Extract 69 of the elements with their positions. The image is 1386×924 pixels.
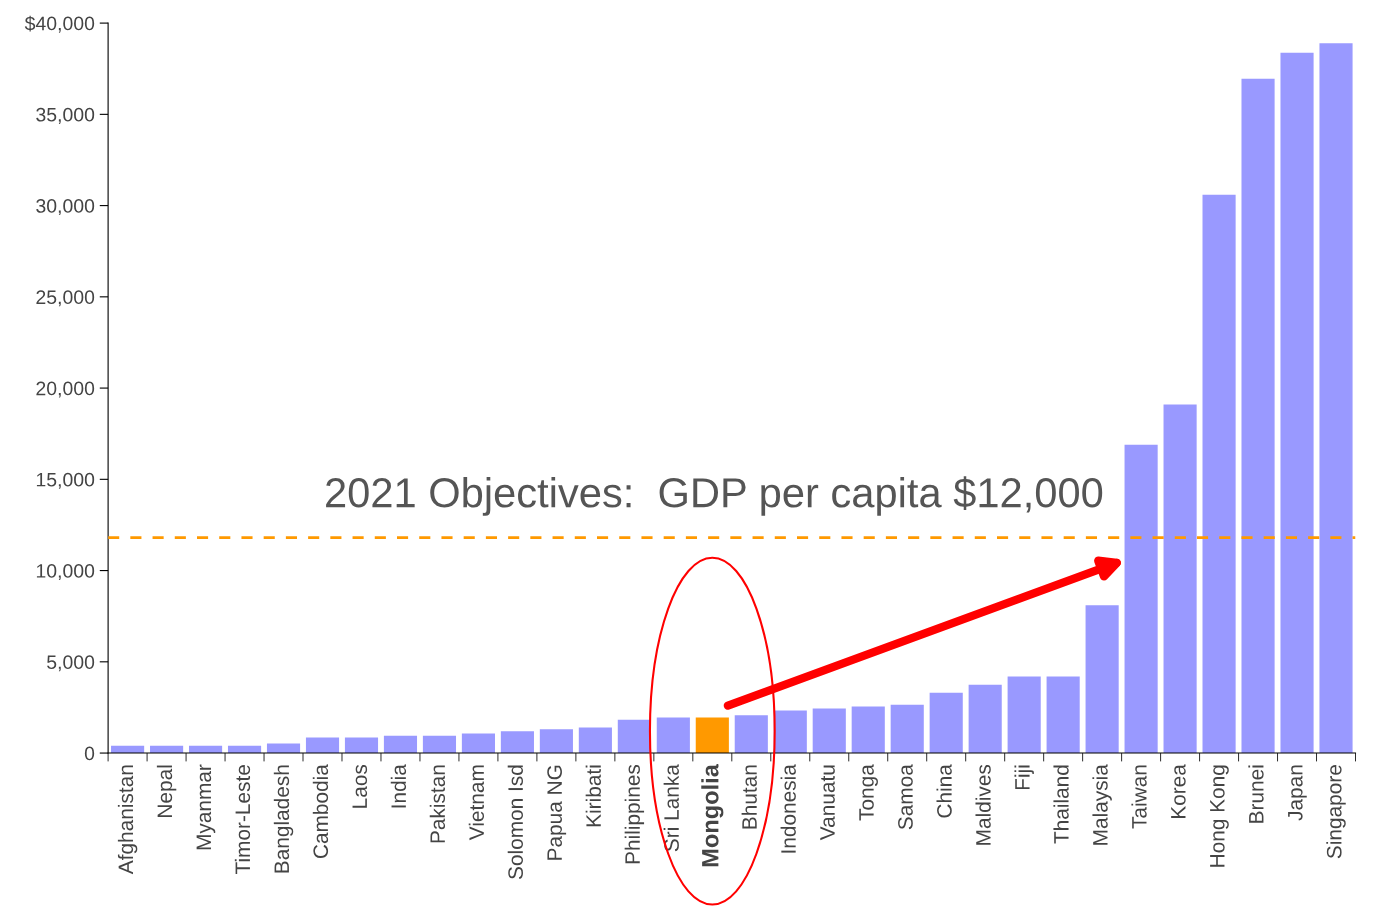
bar <box>773 710 807 754</box>
bar <box>695 717 729 754</box>
bar <box>734 715 768 754</box>
y-tick-label: $40,000 <box>24 15 95 33</box>
x-tick-label: Thailand <box>1053 765 1069 844</box>
bar <box>500 731 534 754</box>
x-tick-label: Philippines <box>624 764 645 864</box>
y-tick-label: 10,000 <box>36 564 95 581</box>
x-tick-label: Samoa <box>898 764 913 830</box>
y-tick-label: 35,000 <box>36 107 95 124</box>
bar <box>1280 52 1314 754</box>
bar <box>266 743 301 754</box>
x-tick-label: Fiji <box>1014 765 1034 790</box>
x-tick-label: Papua NG <box>547 765 567 860</box>
x-tick-label: Nepal <box>156 765 177 817</box>
y-tick-label: 25,000 <box>36 290 95 307</box>
y-tick-label: 0 <box>84 746 95 761</box>
bar <box>1241 78 1275 754</box>
x-tick-label: Japan <box>1288 765 1307 821</box>
bar <box>1202 194 1236 754</box>
x-tick-label: Hong Kong <box>1210 765 1229 867</box>
bar <box>617 719 651 754</box>
bar <box>656 717 690 754</box>
bar <box>578 727 612 754</box>
bar <box>422 735 457 754</box>
x-tick-label: Tonga <box>859 764 878 821</box>
bar <box>1046 676 1080 754</box>
x-tick-label: Vietnam <box>468 765 485 841</box>
x-tick-label: Pakistan <box>429 765 446 843</box>
bar <box>851 706 885 754</box>
y-tick-label: 20,000 <box>36 381 95 398</box>
bar <box>812 708 846 754</box>
bar <box>305 737 340 754</box>
x-tick-label: Taiwan <box>1131 765 1147 829</box>
bar <box>539 729 573 754</box>
x-tick-label: Singapore <box>1326 765 1346 859</box>
x-tick-label: Brunei <box>1248 765 1264 823</box>
x-tick-label: Myanmar <box>196 764 216 850</box>
y-tick-label: 5,000 <box>47 655 95 672</box>
x-tick-label: Bhutan <box>741 765 757 829</box>
bar <box>461 733 495 754</box>
x-tick-label: Indonesia <box>780 764 796 853</box>
x-tick-label: China <box>936 764 952 818</box>
x-tick-label: Bangladesh <box>273 765 294 873</box>
bar <box>929 692 963 754</box>
x-tick-label: Vanuatu <box>820 765 835 841</box>
x-tick-label: Korea <box>1171 764 1186 819</box>
x-tick-label: Timor-Leste <box>234 765 251 875</box>
x-tick-label: Maldives <box>975 764 991 845</box>
bar <box>1163 404 1197 754</box>
x-tick-label: Afghanistan <box>117 765 138 875</box>
x-tick-label: Cambodia <box>312 764 329 859</box>
bar <box>383 735 418 754</box>
bar <box>1124 444 1158 754</box>
x-tick-label: Solomon Isd <box>507 765 523 880</box>
x-tick-label: Malaysia <box>1092 764 1112 845</box>
x-tick-label: Laos <box>352 764 368 808</box>
bar <box>968 684 1002 754</box>
bar <box>1319 43 1353 754</box>
ref-line-label: 2021 Objectives: GDP per capita $12,000 <box>326 476 1103 516</box>
bar <box>1085 605 1119 754</box>
x-tick-label: India <box>390 764 407 808</box>
x-tick-label: Mongolia <box>701 764 724 867</box>
y-tick-label: 30,000 <box>36 199 95 216</box>
bar <box>890 704 924 754</box>
bar <box>1007 676 1041 754</box>
x-tick-label: Kiribati <box>585 765 601 827</box>
y-tick-label: 15,000 <box>36 472 95 489</box>
bar <box>344 737 379 754</box>
